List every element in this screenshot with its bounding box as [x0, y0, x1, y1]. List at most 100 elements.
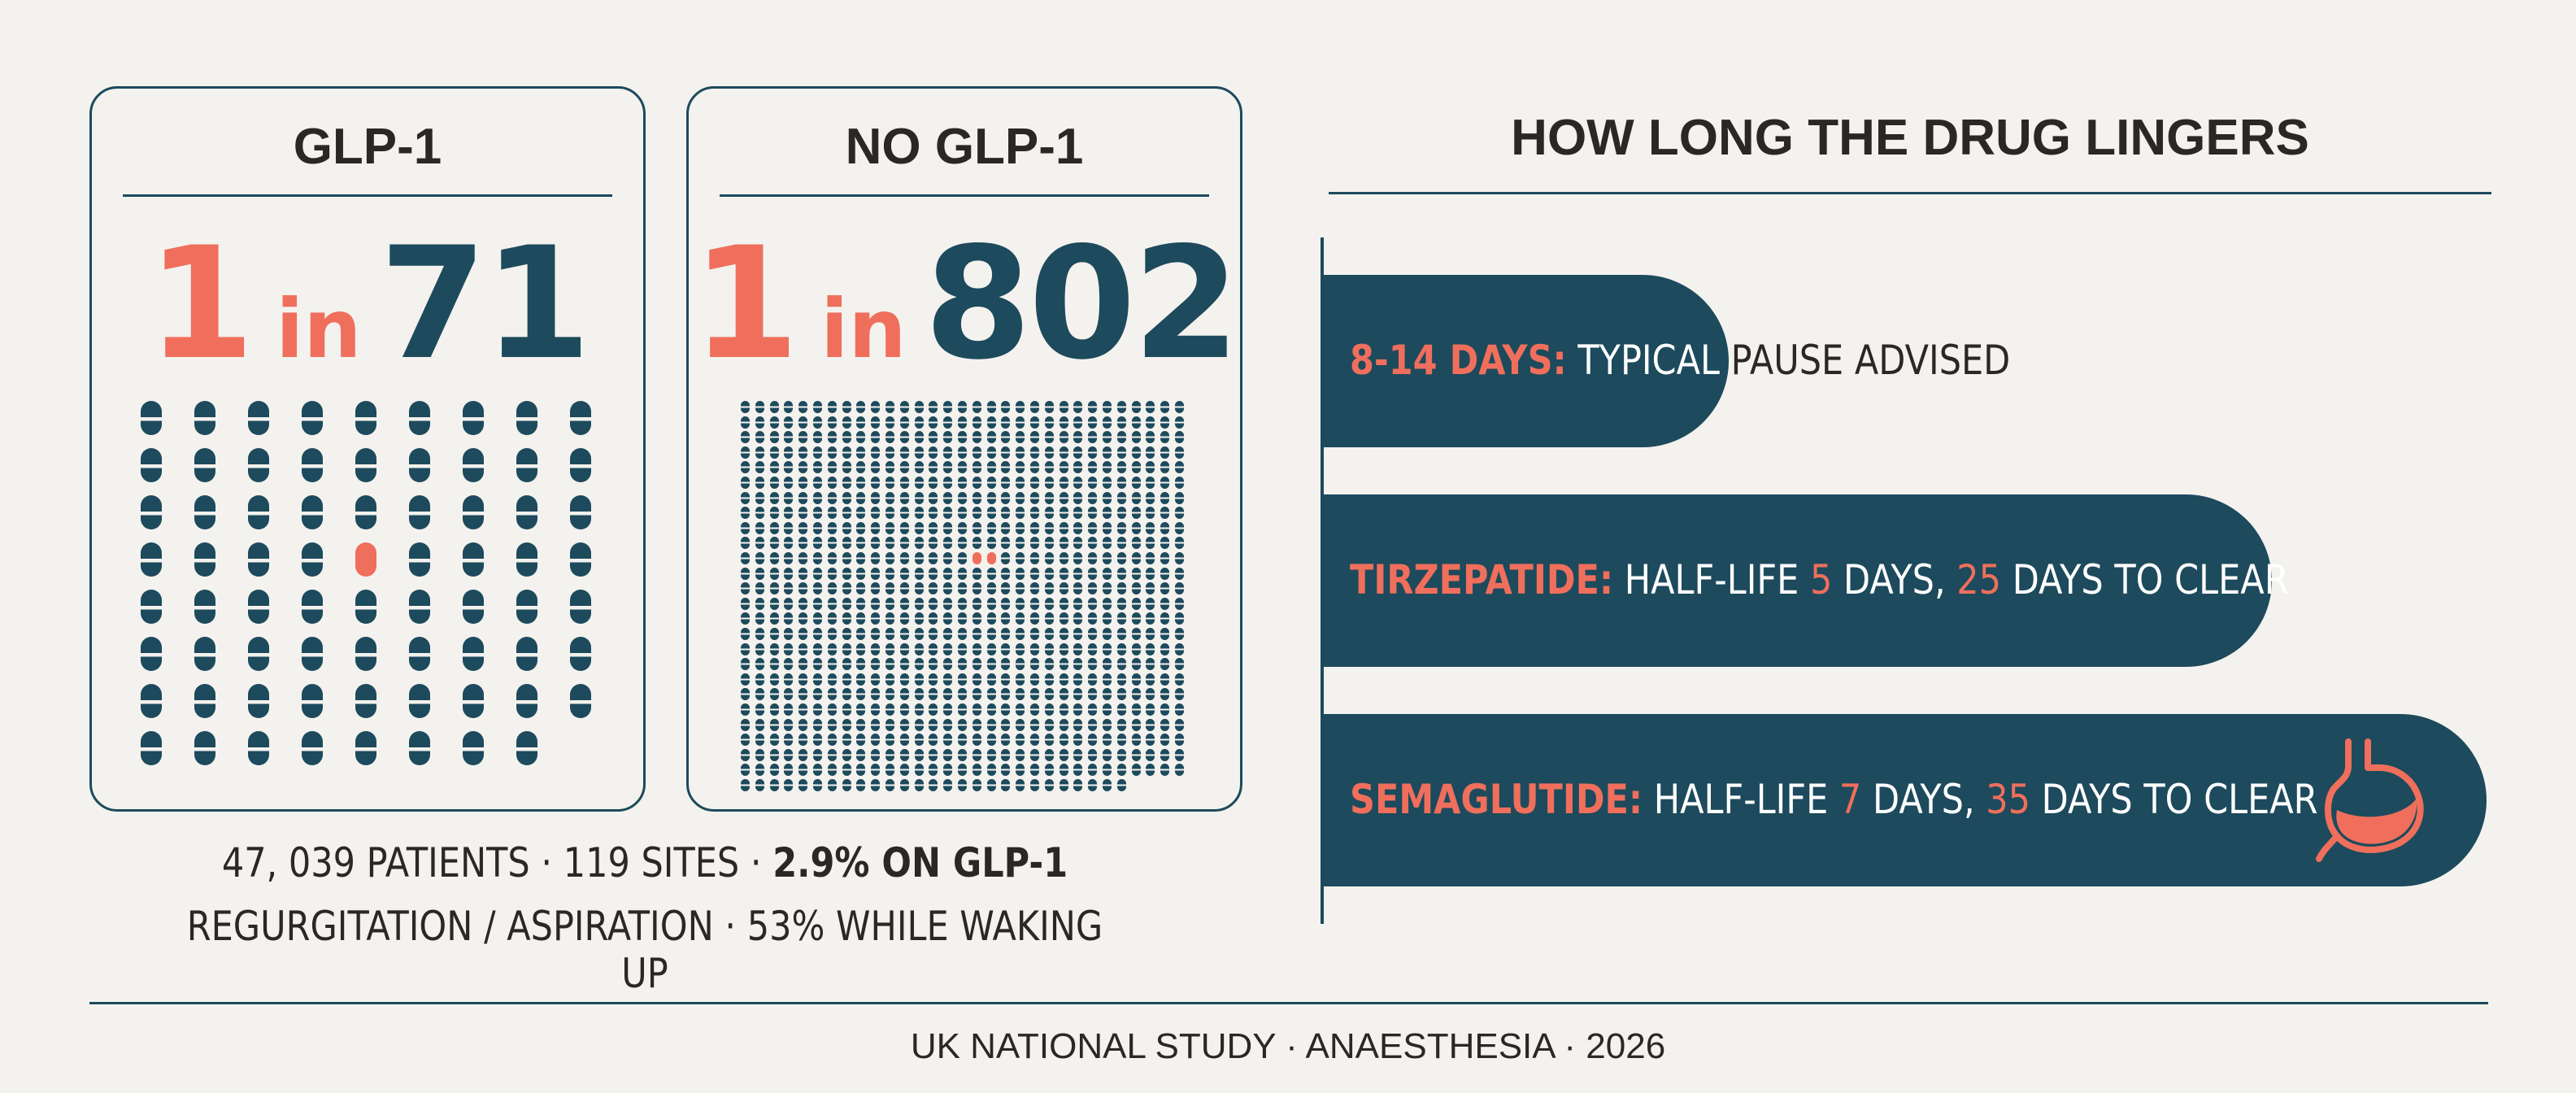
patient-pill — [972, 779, 981, 791]
patient-pill — [1160, 703, 1170, 716]
patient-pill — [741, 567, 750, 580]
patient-pill — [813, 612, 822, 625]
patient-pill — [1103, 597, 1112, 610]
patient-pill — [972, 491, 981, 504]
patient-pill — [886, 642, 894, 655]
patient-pill — [986, 507, 996, 520]
patient-pill — [842, 718, 851, 731]
patient-pill — [194, 590, 215, 624]
patient-pill — [769, 642, 779, 655]
patient-pill — [1088, 642, 1098, 655]
patient-pill — [986, 779, 996, 791]
ratio-number: 802 — [924, 214, 1241, 394]
patient-pill — [871, 477, 881, 489]
patient-pill — [827, 703, 837, 716]
patient-pill — [769, 734, 779, 747]
patient-pill — [886, 567, 894, 580]
patient-pill — [827, 491, 837, 504]
patient-pill — [929, 521, 938, 534]
patient-pill — [886, 507, 894, 520]
patient-pill — [784, 703, 794, 716]
patient-pill — [1160, 642, 1170, 655]
patient-pill — [409, 684, 430, 718]
patient-pill — [899, 446, 909, 459]
patient-pill — [1044, 642, 1054, 655]
patient-pill — [972, 521, 981, 534]
patient-pill — [409, 401, 430, 435]
patient-pill — [769, 507, 779, 520]
patient-pill — [1044, 552, 1054, 564]
patient-pill-affected — [355, 542, 376, 577]
patient-pill — [842, 537, 851, 550]
patient-pill — [1175, 507, 1184, 520]
patient-pill — [972, 597, 981, 610]
patient-pill — [1059, 431, 1068, 444]
patient-pill — [1131, 612, 1141, 625]
patient-pill — [1030, 779, 1039, 791]
patient-pill — [1073, 764, 1083, 777]
patient-pill — [1001, 477, 1011, 489]
patient-pill — [741, 446, 750, 459]
patient-pill — [958, 764, 967, 777]
patient-pill — [914, 628, 924, 640]
patient-pill — [972, 718, 981, 731]
no-glp1-card: NO GLP-1 1 in 802 — [686, 86, 1242, 812]
patient-pill — [1131, 658, 1141, 671]
patient-pill — [856, 461, 866, 474]
patient-pill — [856, 628, 866, 640]
patient-pill — [769, 703, 779, 716]
patient-pill — [1088, 597, 1098, 610]
patient-pill — [943, 612, 953, 625]
patient-pill — [914, 461, 924, 474]
patient-pill — [1001, 779, 1011, 791]
patient-pill — [1088, 567, 1098, 580]
patient-pill — [1059, 718, 1068, 731]
patient-pill — [827, 507, 837, 520]
patient-pill — [355, 401, 376, 435]
patient-pill — [914, 537, 924, 550]
patient-pill — [1088, 673, 1098, 686]
patient-pill — [1175, 416, 1184, 429]
patient-pill — [302, 590, 323, 624]
patient-pill — [741, 764, 750, 777]
half-life-value: 7 — [1838, 776, 1862, 823]
patient-pill — [1160, 628, 1170, 640]
patient-pill — [813, 764, 822, 777]
patient-pill — [784, 431, 794, 444]
patient-pill — [248, 401, 269, 435]
patient-pill — [248, 448, 269, 482]
patient-pill — [1146, 748, 1155, 761]
patient-pill — [827, 718, 837, 731]
patient-pill — [1030, 628, 1039, 640]
patient-pill — [886, 779, 894, 791]
patient-pill — [194, 684, 215, 718]
patient-pill — [856, 688, 866, 701]
patient-pill — [929, 552, 938, 564]
patient-pill — [929, 748, 938, 761]
patient-pill — [1016, 431, 1025, 444]
patient-pill — [856, 718, 866, 731]
patient-pill — [842, 416, 851, 429]
patient-pill — [958, 748, 967, 761]
patient-pill — [409, 637, 430, 671]
patient-pill — [1175, 628, 1184, 640]
patient-pill — [856, 477, 866, 489]
patient-pill — [856, 446, 866, 459]
patient-pill — [141, 495, 162, 529]
patient-pill — [1175, 491, 1184, 504]
patient-pill — [856, 748, 866, 761]
patient-pill — [943, 507, 953, 520]
patient-pill — [1103, 718, 1112, 731]
patient-pill — [827, 764, 837, 777]
patient-pill — [856, 491, 866, 504]
patient-pill — [813, 521, 822, 534]
patient-pill — [355, 637, 376, 671]
patient-pill — [1044, 688, 1054, 701]
patient-pill — [784, 748, 794, 761]
patient-pill — [755, 642, 764, 655]
patient-pill — [929, 703, 938, 716]
patient-pill — [1016, 416, 1025, 429]
patient-pill — [1001, 764, 1011, 777]
patient-pill — [871, 703, 881, 716]
patient-pill — [842, 764, 851, 777]
